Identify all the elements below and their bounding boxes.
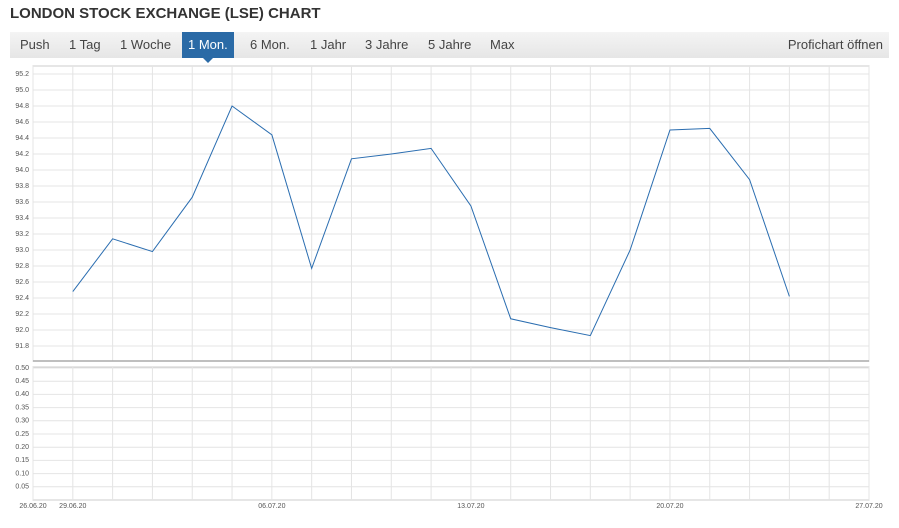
x-tick-label: 13.07.20	[457, 503, 484, 510]
y-tick-label: 93.2	[15, 231, 29, 238]
y-tick-label: 0.30	[15, 418, 29, 425]
y-tick-label: 92.0	[15, 327, 29, 334]
x-tick-label: 29.06.20	[59, 503, 86, 510]
y-tick-label: 0.20	[15, 444, 29, 451]
y-tick-label: 93.4	[15, 215, 29, 222]
y-tick-label: 0.40	[15, 391, 29, 398]
y-tick-label: 95.2	[15, 71, 29, 78]
y-tick-label: 0.10	[15, 470, 29, 477]
y-tick-label: 94.2	[15, 151, 29, 158]
profichart-link[interactable]: Profichart öffnen	[787, 37, 883, 52]
tab[interactable]: 3 Jahre	[365, 37, 409, 52]
x-tick-label: 06.07.20	[258, 503, 285, 510]
y-tick-label: 94.0	[15, 167, 29, 174]
panel-frame	[32, 65, 870, 362]
x-tick-label: 27.07.20	[855, 503, 882, 510]
y-tick-label: 92.2	[15, 311, 29, 318]
tab[interactable]: 5 Jahre	[428, 37, 472, 52]
y-tick-label: 0.15	[15, 457, 29, 464]
y-tick-label: 0.25	[15, 431, 29, 438]
chart-title: LONDON STOCK EXCHANGE (LSE) CHART	[10, 5, 321, 22]
tab[interactable]: Max	[490, 37, 515, 52]
y-tick-label: 0.45	[15, 378, 29, 385]
y-tick-label: 92.8	[15, 263, 29, 270]
y-tick-label: 94.4	[15, 135, 29, 142]
y-tick-label: 93.0	[15, 247, 29, 254]
x-tick-label: 26.06.20	[19, 503, 46, 510]
tab[interactable]: 1 Woche	[120, 37, 172, 52]
tab[interactable]: 1 Mon.	[182, 32, 234, 63]
y-tick-label: 95.0	[15, 87, 29, 94]
y-tick-label: 94.6	[15, 119, 29, 126]
y-tick-label: 0.05	[15, 484, 29, 491]
tab[interactable]: Push	[20, 37, 50, 52]
y-tick-label: 93.8	[15, 183, 29, 190]
y-tick-label: 0.35	[15, 404, 29, 411]
tab[interactable]: 1 Jahr	[310, 37, 347, 52]
tab-bar: Profichart öffnen Push 1 Tag 1 Woche 1 Mon.…	[10, 32, 889, 63]
tab[interactable]: 6 Mon.	[250, 37, 290, 52]
x-tick-label: 20.07.20	[656, 503, 683, 510]
tab[interactable]: 1 Tag	[69, 37, 101, 52]
price-line	[72, 105, 790, 337]
y-tick-label: 0.50	[15, 365, 29, 372]
y-tick-label: 93.6	[15, 199, 29, 206]
y-tick-label: 92.4	[15, 295, 29, 302]
y-tick-label: 92.6	[15, 279, 29, 286]
y-tick-label: 94.8	[15, 103, 29, 110]
y-tick-label: 91.8	[15, 343, 29, 350]
